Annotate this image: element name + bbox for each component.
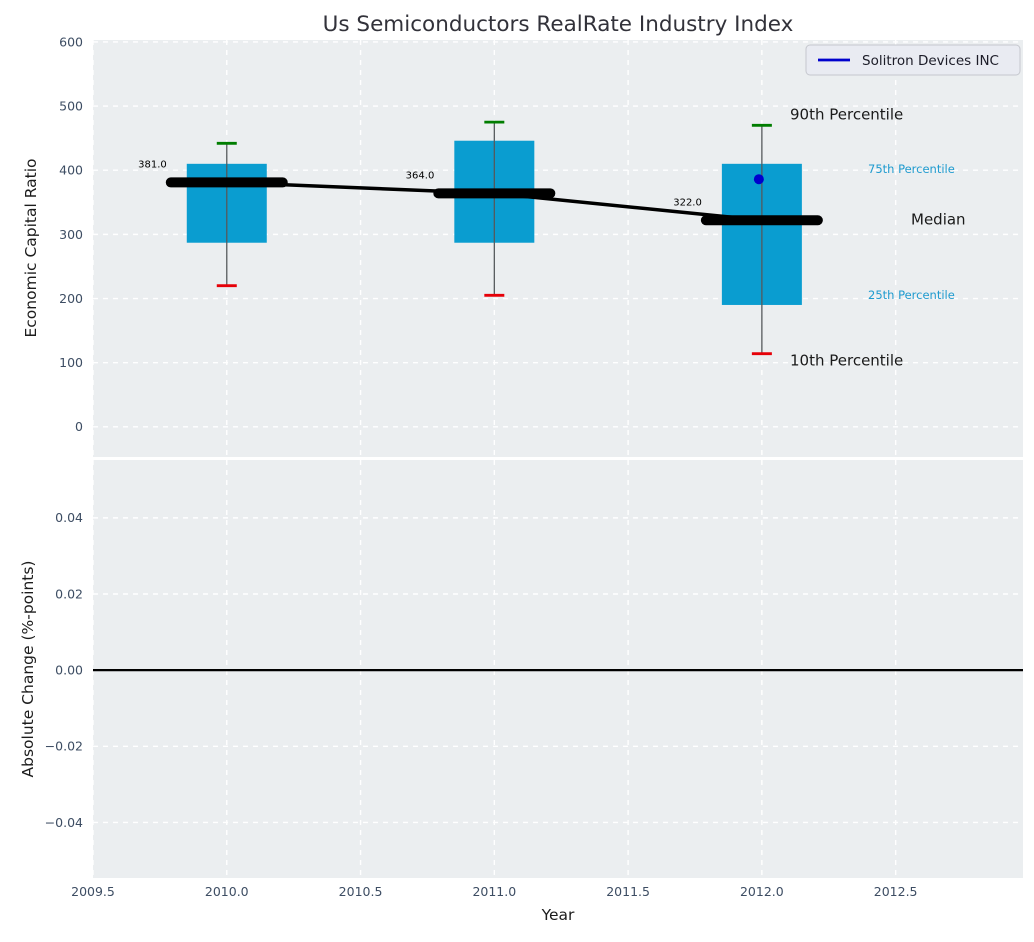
top-plot-area: [93, 40, 1023, 457]
x-tick-label: 2010.5: [339, 884, 383, 899]
top-y-tick-label: 500: [59, 98, 83, 113]
legend-box: [805, 44, 1021, 76]
chart-marks: 381.0 364.0 322.0: [93, 120, 1023, 672]
annotation-p90: 90th Percentile: [790, 105, 903, 123]
bottom-y-tick-label: 0.02: [55, 586, 83, 601]
x-tick-label: 2011.0: [472, 884, 516, 899]
bottom-y-tick-label: 0.00: [55, 663, 83, 678]
top-y-tick-label: 400: [59, 163, 83, 178]
x-axis-label: Year: [541, 906, 575, 924]
x-tick-label: 2012.0: [740, 884, 784, 899]
bottom-y-tick-label: −0.04: [45, 815, 83, 830]
bottom-y-tick-label: −0.02: [45, 739, 83, 754]
annotation-p75: 75th Percentile: [868, 162, 955, 176]
bottom-y-axis-label: Absolute Change (%-points): [19, 561, 37, 778]
median-value-label-2012: 322.0: [673, 197, 702, 208]
top-y-tick-label: 200: [59, 291, 83, 306]
x-tick-label: 2012.5: [874, 884, 918, 899]
legend: Solitron Devices INC: [805, 44, 1021, 76]
gridlines: [92, 40, 1023, 878]
top-y-tick-label: 100: [59, 355, 83, 370]
x-tick-label: 2010.0: [205, 884, 249, 899]
annotation-p10: 10th Percentile: [790, 352, 903, 370]
top-y-tick-label: 300: [59, 227, 83, 242]
top-y-tick-label: 600: [59, 34, 83, 49]
tick-labels: 600 500 400 300 200 100 0 0.04 0.02 0.00 −0.02 −0.0…: [45, 34, 918, 899]
x-tick-label: 2009.5: [71, 884, 115, 899]
legend-label: Solitron Devices INC: [862, 53, 999, 69]
chart-title: Us Semiconductors RealRate Industry Inde…: [323, 12, 794, 37]
median-value-label-2010: 381.0: [138, 159, 167, 170]
bottom-plot-area: [93, 460, 1023, 878]
company-point: [753, 174, 764, 185]
annotation-median: Median: [911, 210, 966, 228]
bottom-y-tick-label: 0.04: [55, 510, 83, 525]
top-y-axis-label: Economic Capital Ratio: [22, 158, 40, 337]
percentile-annotations: 90th Percentile 75th Percentile Median 25th…: [790, 105, 966, 369]
median-value-label-2011: 364.0: [406, 170, 435, 181]
plot-areas: [93, 40, 1023, 878]
top-y-tick-label: 0: [75, 419, 83, 434]
x-tick-label: 2011.5: [606, 884, 650, 899]
annotation-p25: 25th Percentile: [868, 288, 955, 302]
